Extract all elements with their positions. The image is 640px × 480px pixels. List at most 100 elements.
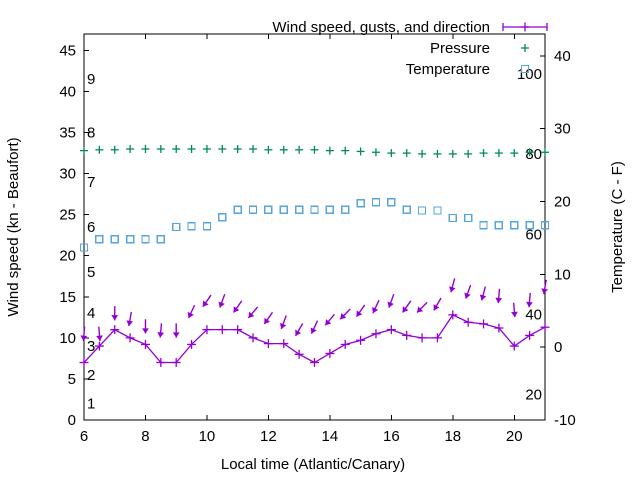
wind-direction-head xyxy=(172,332,180,338)
beaufort-label: 6 xyxy=(87,219,95,236)
wind-direction-head xyxy=(449,286,456,293)
y2-axis-ticks: -10 0 10 20 30 40 xyxy=(540,48,576,429)
y-axis-ticks: 0 5 10 15 20 25 30 35 40 45 xyxy=(59,42,89,429)
y-tick-label: 0 xyxy=(68,412,76,429)
wind-speed-line xyxy=(83,314,546,364)
y2-axis-title: Temperature (C - F) xyxy=(609,161,626,293)
square-marker xyxy=(79,243,89,252)
square-marker xyxy=(371,198,381,207)
square-marker xyxy=(187,222,196,231)
beaufort-label: 3 xyxy=(87,338,95,355)
square-marker xyxy=(141,235,150,244)
wind-direction-head xyxy=(248,311,255,318)
data-series xyxy=(79,144,550,368)
square-marker xyxy=(248,205,258,214)
y2-tick-label: 0 xyxy=(554,339,562,356)
wind-direction-head xyxy=(126,320,134,327)
square-marker xyxy=(479,221,488,230)
y-tick-label: 15 xyxy=(59,289,76,306)
wind-direction-head xyxy=(187,311,194,319)
series-1 xyxy=(80,144,549,158)
square-marker xyxy=(387,198,396,207)
square-marker xyxy=(95,235,104,244)
square-marker xyxy=(520,64,530,74)
square-marker xyxy=(310,205,319,214)
y-tick-label: 5 xyxy=(68,371,76,388)
wind-direction-head xyxy=(464,292,471,299)
wind-direction-head xyxy=(218,301,225,308)
square-marker xyxy=(494,221,504,230)
wind-direction-head xyxy=(372,306,379,314)
y2-tick-label: -10 xyxy=(554,412,576,429)
wind-direction-head xyxy=(417,306,424,313)
wind-direction-head xyxy=(279,322,287,329)
beaufort-label: 4 xyxy=(87,305,95,322)
square-marker xyxy=(110,235,119,244)
y-tick-label: 35 xyxy=(59,125,76,142)
y2-tick-label: 40 xyxy=(554,48,571,65)
chart-legend: Wind speed, gusts, and direction Pressure… xyxy=(272,19,548,78)
plot-border xyxy=(83,33,546,421)
beaufort-scale-labels: 1 2 3 4 5 6 7 8 9 xyxy=(87,71,95,412)
wind-direction-head xyxy=(541,288,549,294)
y2-tick-label: 30 xyxy=(554,121,571,138)
y-tick-label: 45 xyxy=(59,42,76,59)
legend-label-0: Wind speed, gusts, and direction xyxy=(272,19,490,36)
wind-direction-head xyxy=(356,310,363,317)
x-axis-ticks: 6 8 10 12 14 16 18 20 xyxy=(80,34,523,445)
square-marker xyxy=(356,199,365,208)
wind-direction-head xyxy=(157,332,165,338)
square-marker xyxy=(218,212,227,222)
y-tick-label: 10 xyxy=(59,330,76,347)
y-axis-title: Wind speed (kn - Beaufort) xyxy=(5,137,22,316)
square-marker xyxy=(525,221,534,230)
square-marker xyxy=(510,221,519,230)
square-marker xyxy=(402,205,411,214)
fahrenheit-label: 100 xyxy=(517,66,542,83)
fahrenheit-label: 20 xyxy=(525,387,542,404)
wind-direction-head xyxy=(495,297,503,304)
wind-direction-head xyxy=(142,328,149,334)
wind-direction-head xyxy=(96,335,103,341)
square-marker xyxy=(202,222,212,231)
square-marker xyxy=(264,205,273,214)
wind-direction-head xyxy=(325,319,332,326)
wind-direction-head xyxy=(387,301,394,308)
x-tick-label: 10 xyxy=(199,428,216,445)
fahrenheit-label: 80 xyxy=(525,146,542,163)
fahrenheit-scale-labels: 20 40 60 80 100 xyxy=(517,66,542,403)
wind-direction-head xyxy=(479,294,487,301)
x-tick-label: 14 xyxy=(322,428,339,445)
wind-direction-head xyxy=(80,335,88,341)
beaufort-label: 7 xyxy=(87,174,95,191)
legend-label-1: Pressure xyxy=(430,40,490,57)
wind-direction-head xyxy=(433,304,440,311)
y-tick-label: 40 xyxy=(59,83,76,100)
fahrenheit-label: 40 xyxy=(525,306,542,323)
legend-label-2: Temperature xyxy=(406,61,490,78)
wind-direction-head xyxy=(340,313,347,320)
y2-tick-label: 10 xyxy=(554,266,571,283)
wind-direction-head xyxy=(295,329,302,336)
x-axis-title: Local time (Atlantic/Canary) xyxy=(221,456,405,473)
beaufort-label: 2 xyxy=(87,367,95,384)
beaufort-label: 5 xyxy=(87,264,95,281)
wind-direction-head xyxy=(402,306,409,313)
square-marker xyxy=(279,205,288,214)
plot-frame xyxy=(83,33,546,421)
wind-direction-head xyxy=(310,327,317,334)
series-2 xyxy=(79,198,550,252)
square-marker xyxy=(294,205,304,214)
y-tick-label: 25 xyxy=(59,207,76,224)
square-marker xyxy=(172,222,181,232)
y-tick-label: 30 xyxy=(59,166,76,183)
square-marker xyxy=(125,235,135,244)
x-tick-label: 12 xyxy=(260,428,277,445)
square-marker xyxy=(417,206,427,215)
wind-direction-head xyxy=(111,315,119,321)
beaufort-label: 9 xyxy=(87,71,95,88)
x-tick-label: 8 xyxy=(141,428,149,445)
square-marker xyxy=(448,213,457,223)
